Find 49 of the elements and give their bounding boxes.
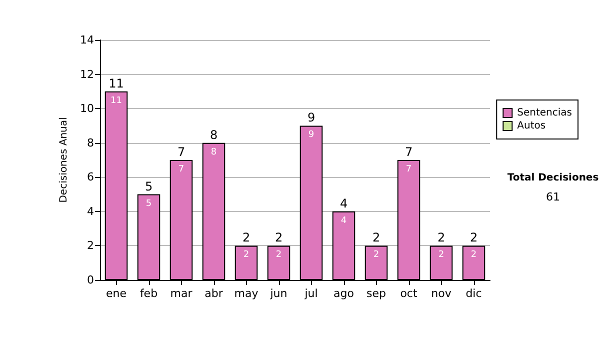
y-tick-label: 10 bbox=[80, 102, 94, 116]
x-tick-label: feb bbox=[140, 287, 158, 300]
data-label: 7 bbox=[406, 164, 412, 174]
x-tick-label: mar bbox=[170, 287, 193, 300]
data-label: 7 bbox=[178, 164, 184, 174]
y-tick-label: 4 bbox=[87, 204, 94, 218]
data-label: 2 bbox=[276, 250, 282, 260]
total-label: 2 bbox=[274, 230, 283, 245]
total-label: 2 bbox=[372, 230, 380, 245]
total-label: 7 bbox=[404, 145, 413, 159]
total-label: 2 bbox=[242, 230, 250, 245]
total-label: 4 bbox=[340, 196, 348, 210]
data-label: 4 bbox=[340, 216, 347, 226]
total-label: 7 bbox=[177, 145, 186, 159]
data-label: 2 bbox=[470, 250, 477, 260]
x-tick-label: jun bbox=[269, 287, 288, 300]
data-label: 2 bbox=[373, 250, 380, 260]
total-label: 11 bbox=[108, 76, 124, 90]
data-label: 5 bbox=[146, 198, 152, 209]
x-tick-label: ene bbox=[106, 287, 127, 300]
x-tick-label: jul bbox=[304, 287, 318, 300]
x-tick-label: abr bbox=[204, 287, 224, 300]
y-tick-label: 8 bbox=[87, 136, 94, 150]
legend-label: Sentencias bbox=[517, 108, 572, 118]
x-tick-label: nov bbox=[431, 287, 452, 300]
x-tick-label: ago bbox=[334, 287, 354, 300]
total-label: 8 bbox=[210, 128, 218, 142]
y-tick-label: 14 bbox=[80, 34, 94, 46]
y-tick-label: 2 bbox=[87, 239, 94, 252]
total-label: 2 bbox=[437, 230, 446, 245]
y-tick-label: 12 bbox=[80, 68, 94, 81]
total-label: 2 bbox=[470, 230, 478, 245]
x-tick-label: dic bbox=[466, 287, 482, 300]
data-label: 2 bbox=[243, 250, 250, 260]
data-label: 9 bbox=[308, 130, 314, 140]
x-tick-label: may bbox=[234, 287, 259, 300]
x-tick-label: sep bbox=[366, 287, 386, 300]
total-label: 5 bbox=[144, 179, 153, 194]
data-label: 11 bbox=[110, 96, 122, 106]
text: Total Decisiones bbox=[507, 172, 599, 184]
x-tick-label: oct bbox=[400, 287, 418, 300]
total-label: 9 bbox=[307, 110, 316, 125]
legend-label: Autos bbox=[517, 120, 546, 132]
text: 61 bbox=[546, 190, 560, 204]
y-tick-label: 0 bbox=[87, 274, 94, 286]
data-label: 2 bbox=[438, 250, 444, 260]
data-label: 8 bbox=[210, 147, 217, 158]
y-axis-title: Decisiones Anual bbox=[58, 117, 70, 203]
y-tick-label: 6 bbox=[87, 170, 94, 184]
